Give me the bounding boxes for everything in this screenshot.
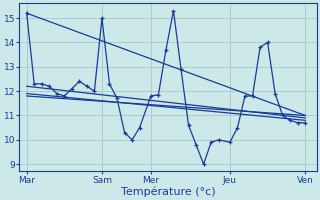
X-axis label: Température (°c): Température (°c)	[121, 186, 215, 197]
